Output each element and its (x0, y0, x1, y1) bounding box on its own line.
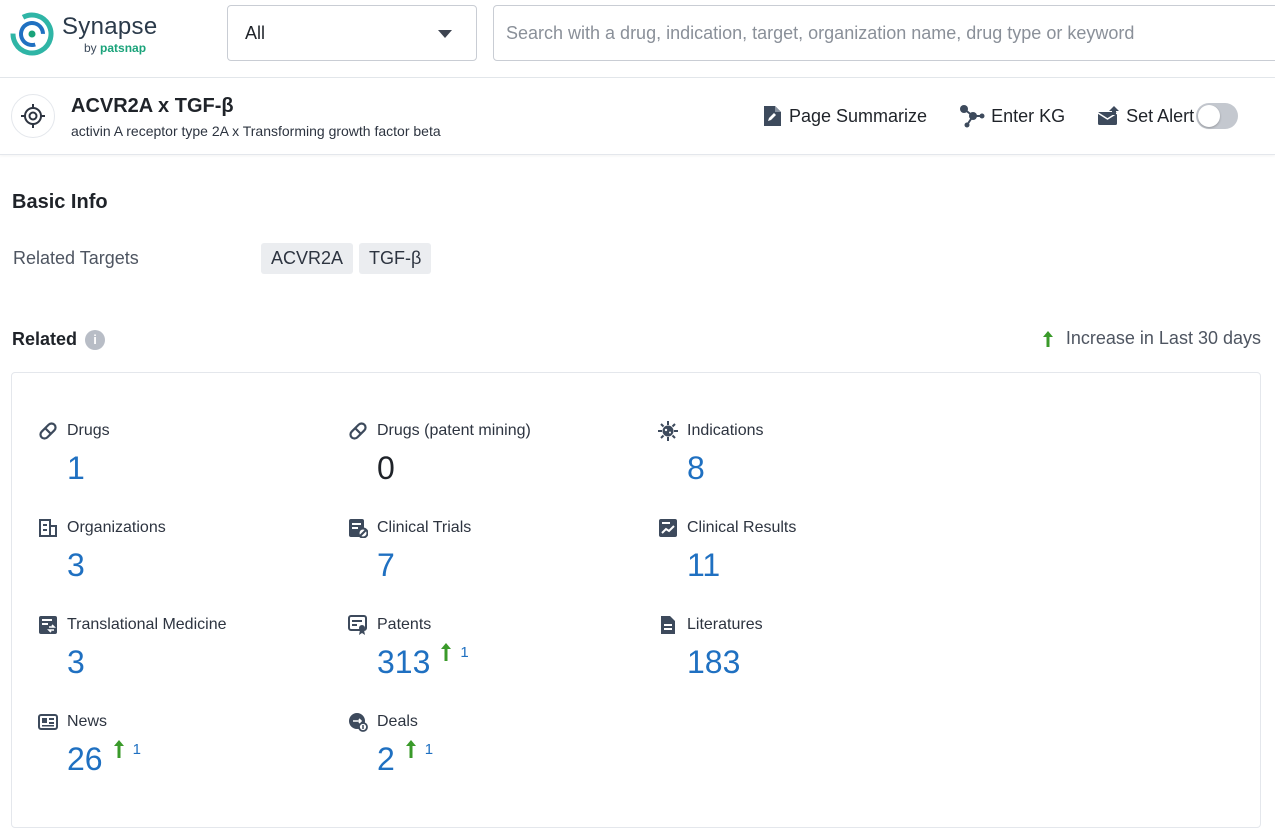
stat-value[interactable]: 3 (67, 546, 85, 584)
stat-deals[interactable]: Deals 2 1 (348, 712, 628, 778)
caret-down-icon (438, 30, 452, 38)
increase-count: 1 (425, 741, 433, 758)
stat-label: Clinical Results (687, 519, 796, 537)
enter-kg-button[interactable]: Enter KG (959, 104, 1065, 128)
arrow-up-icon (405, 739, 417, 759)
building-icon (38, 518, 58, 538)
search-box[interactable] (493, 5, 1275, 61)
clipboard-icon (348, 518, 368, 538)
stat-label: Patents (377, 616, 431, 634)
page-title: ACVR2A x TGF-β (71, 95, 234, 118)
stat-value[interactable]: 2 (377, 740, 395, 778)
stat-value[interactable]: 1 (67, 449, 85, 487)
stat-label: Translational Medicine (67, 616, 226, 634)
increase-count: 1 (133, 741, 141, 758)
stat-drugs[interactable]: Drugs 1 (38, 421, 318, 487)
document-icon (658, 615, 678, 635)
set-alert-label: Set Alert (1126, 106, 1194, 127)
top-bar: Synapse by patsnap All (0, 0, 1275, 78)
arrow-up-icon (1042, 330, 1054, 348)
stat-value[interactable]: 11 (687, 546, 720, 584)
related-stats-panel: Drugs 1 Drugs (patent mining) 0 Indicati… (11, 372, 1261, 828)
patent-icon (348, 615, 368, 635)
stat-patents[interactable]: Patents 313 1 (348, 615, 628, 681)
header-actions: Page Summarize Enter KG Set Alert (762, 103, 1238, 129)
related-targets-label: Related Targets (13, 248, 139, 269)
target-header: ACVR2A x TGF-β activin A receptor type 2… (0, 78, 1275, 155)
stat-label: Clinical Trials (377, 519, 471, 537)
stat-value[interactable]: 313 (377, 643, 430, 681)
increase-indicator: 1 (440, 642, 468, 662)
stat-label: Drugs (67, 422, 110, 440)
page-subtitle: activin A receptor type 2A x Transformin… (71, 123, 441, 139)
summarize-icon (762, 105, 783, 127)
stat-label: Indications (687, 422, 764, 440)
search-input[interactable] (494, 6, 1275, 60)
info-icon[interactable]: i (85, 330, 105, 350)
increase-indicator: 1 (405, 739, 433, 759)
synapse-logo[interactable]: Synapse by patsnap (10, 12, 158, 56)
target-icon (11, 94, 55, 138)
increase-legend-label: Increase in Last 30 days (1066, 328, 1261, 349)
target-tag-acvr2a[interactable]: ACVR2A (261, 243, 353, 274)
stat-translational-medicine[interactable]: Translational Medicine 3 (38, 615, 318, 681)
alert-mail-icon (1097, 106, 1120, 126)
stat-value[interactable]: 183 (687, 643, 740, 681)
knowledge-graph-icon (959, 104, 985, 128)
stat-indications[interactable]: Indications 8 (658, 421, 938, 487)
stat-label: News (67, 713, 107, 731)
stat-news[interactable]: News 26 1 (38, 712, 318, 778)
stat-label: Literatures (687, 616, 763, 634)
stat-label: Drugs (patent mining) (377, 422, 531, 440)
stat-clinical-trials[interactable]: Clinical Trials 7 (348, 518, 628, 584)
basic-info-title: Basic Info (12, 191, 108, 214)
arrow-up-icon (440, 642, 452, 662)
increase-count: 1 (460, 644, 468, 661)
stat-label: Deals (377, 713, 418, 731)
related-section-title: Related i (12, 329, 105, 350)
newspaper-icon (38, 712, 58, 732)
stat-drugs-patent-mining[interactable]: Drugs (patent mining) 0 (348, 421, 628, 487)
chart-doc-icon (658, 518, 678, 538)
page-summarize-label: Page Summarize (789, 106, 927, 127)
stat-value[interactable]: 8 (687, 449, 705, 487)
stat-clinical-results[interactable]: Clinical Results 11 (658, 518, 938, 584)
search-scope-select[interactable]: All (227, 5, 477, 61)
page-summarize-button[interactable]: Page Summarize (762, 105, 927, 127)
enter-kg-label: Enter KG (991, 106, 1065, 127)
deal-icon (348, 712, 368, 732)
stat-value[interactable]: 3 (67, 643, 85, 681)
search-scope-value: All (245, 23, 265, 44)
stat-label: Organizations (67, 519, 166, 537)
stat-value: 0 (377, 449, 395, 487)
synapse-logo-icon (10, 12, 54, 56)
increase-indicator: 1 (113, 739, 141, 759)
related-title-text: Related (12, 329, 77, 350)
related-targets-tags: ACVR2A TGF-β (261, 243, 437, 274)
set-alert-button[interactable]: Set Alert (1097, 103, 1238, 129)
increase-legend: Increase in Last 30 days (1042, 328, 1261, 349)
stat-organizations[interactable]: Organizations 3 (38, 518, 318, 584)
doc-transfer-icon (38, 615, 58, 635)
alert-toggle[interactable] (1196, 103, 1238, 129)
brand-name: Synapse (62, 15, 158, 39)
arrow-up-icon (113, 739, 125, 759)
stat-value[interactable]: 7 (377, 546, 395, 584)
stat-literatures[interactable]: Literatures 183 (658, 615, 938, 681)
virus-icon (658, 421, 678, 441)
target-tag-tgf-beta[interactable]: TGF-β (359, 243, 431, 274)
brand-byline: by patsnap (84, 42, 158, 54)
pill-icon (348, 421, 368, 441)
stat-value[interactable]: 26 (67, 740, 103, 778)
pill-icon (38, 421, 58, 441)
